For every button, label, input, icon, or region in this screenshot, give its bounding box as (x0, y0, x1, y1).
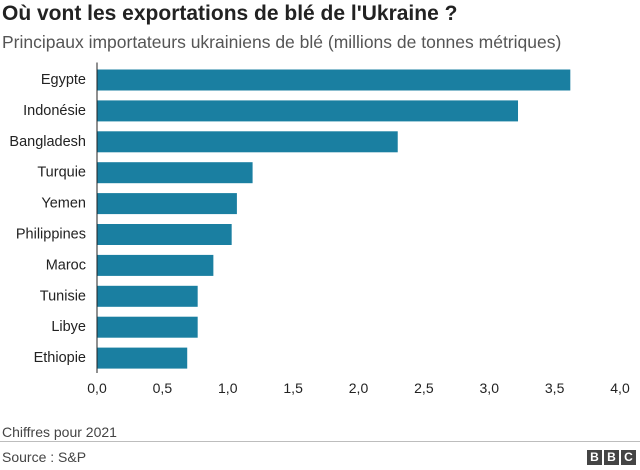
bars-group (97, 69, 571, 369)
bar-indonesie (97, 100, 519, 122)
x-tick-label: 0,0 (87, 380, 107, 396)
x-ticks-group: 0,0 0,5 1,0 1,5 2,0 2,5 3,0 3,5 4,0 (87, 380, 630, 396)
category-labels-group: Egypte Indonésie Bangladesh Turquie Yemen Phi… (9, 72, 86, 366)
chart-note: Chiffres pour 2021 (2, 424, 117, 440)
category-label-tunisie: Tunisie (40, 288, 86, 304)
x-tick-label: 0,5 (153, 380, 173, 396)
x-tick-label: 2,5 (414, 380, 434, 396)
bar-yemen (97, 193, 237, 215)
category-label-turquie: Turquie (37, 165, 86, 181)
bar-libye (97, 316, 198, 338)
footer-divider (0, 441, 640, 442)
bar-chart: Egypte Indonésie Bangladesh Turquie Yemen Phi… (9, 62, 630, 396)
bar-tunisie (97, 285, 198, 307)
x-tick-label: 3,5 (545, 380, 565, 396)
bar-turquie (97, 162, 253, 184)
bar-ethiopie (97, 347, 188, 369)
category-label-egypte: Egypte (41, 72, 86, 88)
x-tick-label: 1,5 (283, 380, 303, 396)
x-tick-label: 2,0 (349, 380, 369, 396)
category-label-ethiopie: Ethiopie (34, 350, 86, 366)
category-label-indonesie: Indonésie (23, 103, 86, 119)
bbc-logo: B B C (587, 450, 636, 465)
category-label-maroc: Maroc (46, 257, 86, 273)
bar-bangladesh (97, 131, 398, 153)
x-tick-label: 4,0 (610, 380, 630, 396)
bar-philippines (97, 224, 232, 245)
x-tick-label: 1,0 (218, 380, 238, 396)
category-label-philippines: Philippines (16, 227, 86, 243)
logo-letter-b2: B (604, 450, 619, 465)
logo-letter-c: C (621, 450, 636, 465)
chart-subtitle: Principaux importateurs ukrainiens de bl… (2, 32, 562, 52)
x-tick-label: 3,0 (480, 380, 500, 396)
chart-title: Où vont les exportations de blé de l'Ukr… (2, 2, 458, 25)
logo-letter-b1: B (587, 450, 602, 465)
category-label-libye: Libye (51, 319, 86, 335)
category-label-bangladesh: Bangladesh (9, 134, 86, 150)
bar-maroc (97, 254, 214, 276)
bar-egypte (97, 69, 571, 91)
category-label-yemen: Yemen (41, 196, 86, 212)
source-text: Source : S&P (2, 449, 87, 465)
